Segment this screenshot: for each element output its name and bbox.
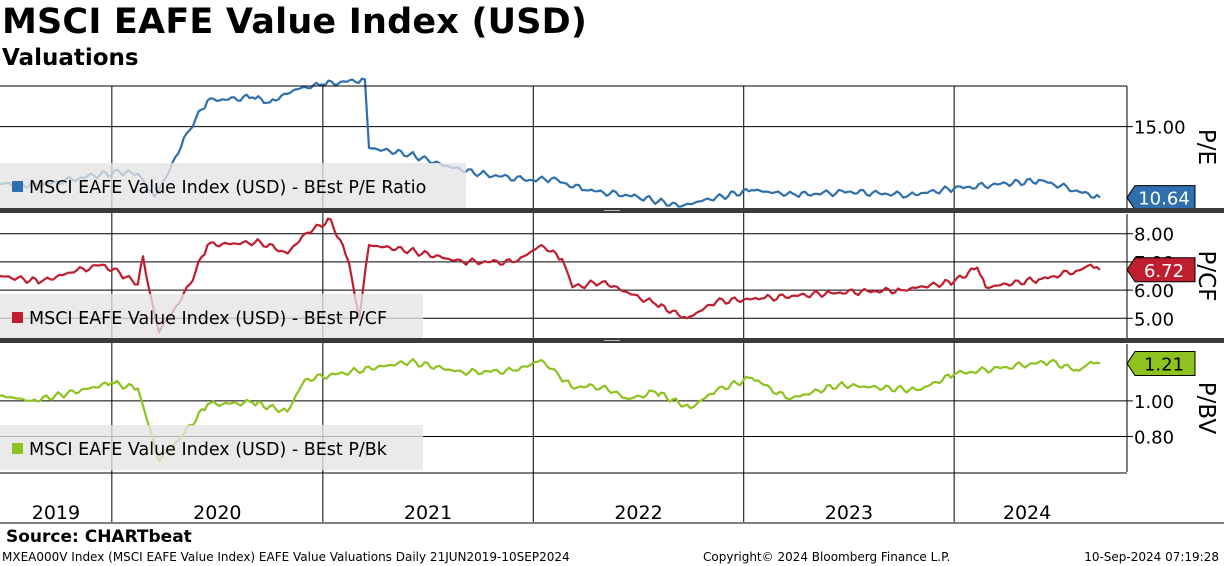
pbv-tick-label: 1.00	[1134, 392, 1174, 413]
pe-last-value: 10.64	[1138, 189, 1190, 210]
pbv-legend-box	[0, 425, 423, 470]
pcf-tick-label: 6.00	[1134, 281, 1174, 302]
pbv-legend-label: MSCI EAFE Value Index (USD) - BEst P/Bk	[29, 440, 388, 460]
pbv-tick-label: 0.80	[1134, 427, 1174, 448]
year-tick-label: 2024	[1003, 502, 1051, 524]
footer-copyright: Copyright© 2024 Bloomberg Finance L.P.	[703, 550, 951, 564]
pcf-series-line	[0, 217, 1101, 334]
pcf-last-value-badge	[1126, 257, 1196, 283]
chart-title: MSCI EAFE Value Index (USD)	[2, 2, 588, 42]
pcf-axis-label: P/CF	[1193, 251, 1219, 302]
pe-last-value-badge	[1126, 185, 1196, 211]
pbv-axis-label: P/BV	[1193, 382, 1219, 435]
year-tick-label: 2021	[404, 502, 452, 524]
pcf-legend-swatch	[12, 312, 23, 323]
pe-axis-label: P/E	[1193, 129, 1219, 165]
chart-subtitle: Valuations	[2, 45, 139, 71]
source-note: Source: CHARTbeat	[6, 527, 192, 547]
pcf-tick-label: 5.00	[1134, 309, 1174, 330]
pbv-legend-swatch	[12, 443, 23, 454]
pe-series-line	[0, 77, 1101, 208]
pcf-legend-label: MSCI EAFE Value Index (USD) - BEst P/CF	[29, 309, 387, 329]
pcf-last-value: 6.72	[1144, 261, 1184, 282]
footer-timestamp: 10-Sep-2024 07:19:28	[1084, 550, 1219, 564]
pbv-last-value-badge	[1126, 351, 1196, 377]
year-tick-label: 2020	[193, 502, 241, 524]
year-tick-label: 2023	[825, 502, 873, 524]
pe-legend-swatch	[12, 181, 23, 192]
pcf-tick-label: 8.00	[1134, 225, 1174, 246]
pcf-legend-box	[0, 294, 423, 339]
pe-tick-label: 15.00	[1134, 118, 1186, 139]
pe-legend-label: MSCI EAFE Value Index (USD) - BEst P/E R…	[29, 178, 426, 198]
pbv-last-value: 1.21	[1144, 355, 1184, 376]
year-tick-label: 2019	[32, 502, 80, 524]
year-tick-label: 2022	[614, 502, 662, 524]
footer-security-info: MXEA000V Index (MSCI EAFE Value Index) E…	[2, 550, 570, 564]
pe-legend-box	[0, 163, 466, 208]
